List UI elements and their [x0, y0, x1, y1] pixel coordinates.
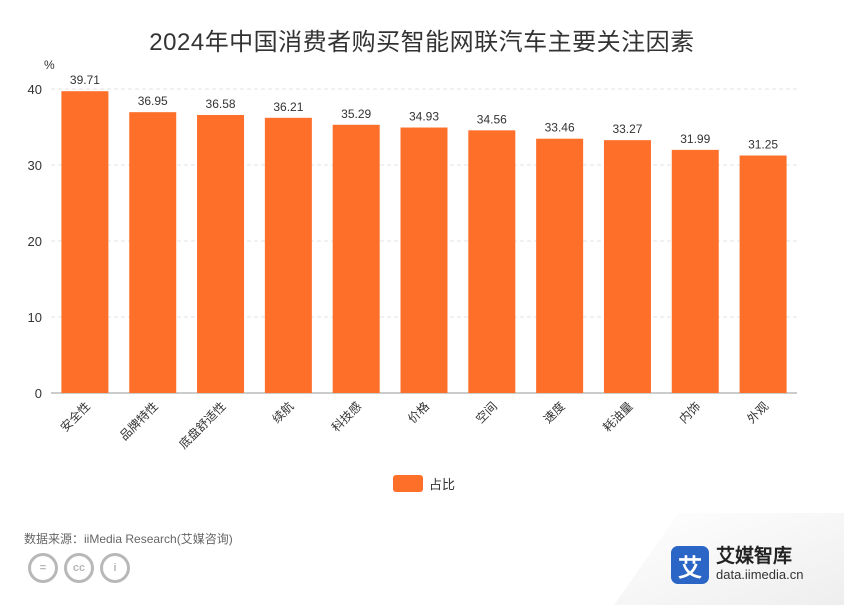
value-label: 33.27 [612, 122, 642, 136]
x-tick-label: 内饰 [677, 399, 704, 426]
x-tick-label: 空间 [473, 399, 500, 426]
bar[interactable] [400, 127, 448, 394]
bar[interactable] [468, 130, 516, 393]
x-tick-label: 外观 [744, 399, 771, 426]
legend[interactable]: 占比 [393, 474, 455, 493]
x-tick-label: 科技感 [328, 399, 364, 435]
x-tick-label: 价格 [405, 399, 433, 427]
x-tick-label: 底盘舒适性 [176, 399, 229, 452]
y-tick-label: 10 [28, 310, 42, 325]
legend-swatch [393, 475, 423, 492]
brand-name: 艾媒智库 [716, 546, 793, 567]
value-label: 39.71 [70, 73, 100, 87]
value-label: 36.58 [206, 97, 236, 111]
value-label: 33.46 [545, 121, 575, 135]
legend-label: 占比 [429, 477, 456, 492]
y-tick-label: 40 [28, 82, 42, 97]
x-tick-label: 品牌特性 [116, 399, 161, 444]
y-axis-unit-label: % [44, 58, 55, 72]
bar[interactable] [197, 114, 245, 393]
y-tick-label: 20 [28, 234, 42, 249]
brand-logo-icon: 艾 [671, 546, 709, 584]
y-tick-label: 0 [35, 386, 42, 401]
value-label: 31.25 [748, 138, 778, 152]
value-label: 36.95 [138, 94, 168, 108]
equals-icon: = [28, 553, 58, 583]
x-tick-label: 速度 [540, 399, 568, 427]
bar[interactable] [61, 91, 109, 393]
x-axis-labels: 安全性 品牌特性 底盘舒适性 续航 科技感 价格 空间 速度 耗油量 内饰 外观 [57, 399, 771, 452]
value-label: 34.93 [409, 110, 439, 124]
brand[interactable]: 艾 艾媒智库 data.iimedia.cn [671, 546, 803, 584]
value-label: 35.29 [341, 107, 371, 121]
y-axis-ticks: 0 10 20 30 40 [28, 82, 42, 401]
bar[interactable] [671, 149, 719, 393]
chart-title: 2024年中国消费者购买智能网联汽车主要关注因素 [149, 29, 695, 56]
person-icon: i [100, 553, 130, 583]
brand-url: data.iimedia.cn [716, 567, 804, 582]
bar[interactable] [332, 124, 380, 394]
license-icons: = cc i [28, 553, 130, 583]
bar[interactable] [739, 155, 787, 394]
x-tick-label: 续航 [269, 399, 297, 427]
cc-icon: cc [64, 553, 94, 583]
bar[interactable] [264, 117, 312, 393]
x-tick-label: 安全性 [57, 399, 93, 435]
value-label: 31.99 [680, 132, 710, 146]
bar[interactable] [536, 138, 584, 393]
bar[interactable] [603, 140, 651, 393]
value-labels: 39.71 36.95 36.58 36.21 35.29 34.93 34.56 33.46… [70, 73, 779, 151]
x-tick-label: 耗油量 [600, 399, 635, 434]
y-tick-label: 30 [28, 158, 42, 173]
bar[interactable] [129, 112, 177, 394]
data-source: 数据来源：iiMedia Research(艾媒咨询) [24, 532, 233, 546]
value-label: 36.21 [273, 100, 303, 114]
value-label: 34.56 [477, 112, 507, 126]
bars [61, 91, 787, 394]
